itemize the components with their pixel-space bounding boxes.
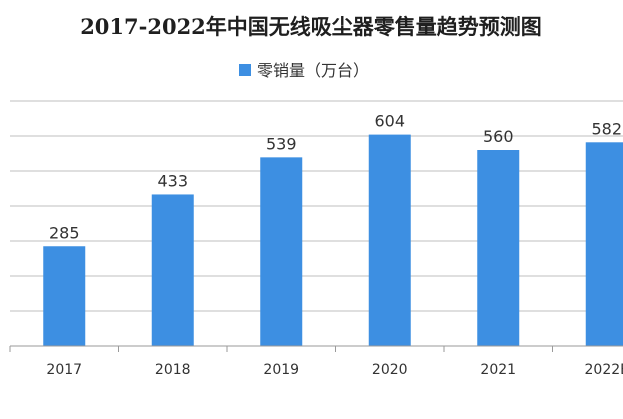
bar-2017 [43, 246, 86, 346]
x-tick-label-2017: 2017 [46, 362, 82, 378]
data-label-2018: 433 [157, 171, 188, 190]
data-label-2017: 285 [49, 223, 80, 242]
bar-2019 [260, 157, 303, 346]
grid-layer [10, 100, 623, 312]
bar-2021 [477, 150, 520, 346]
bar-layer [43, 134, 623, 346]
data-label-2021: 560 [483, 127, 514, 146]
bar-2020 [368, 134, 411, 346]
data-label-2022E: 582 [591, 119, 622, 138]
chart-title: 2017-2022年中国无线吸尘器零售量趋势预测图 [80, 14, 542, 39]
data-label-2019: 539 [266, 134, 297, 153]
legend-swatch [239, 64, 251, 76]
data-label-2020: 604 [374, 112, 405, 131]
label-layer: 285 433 539 604 560 582 [49, 112, 622, 243]
bar-2022E [585, 142, 623, 346]
x-tick-label-2018: 2018 [155, 362, 191, 378]
legend-label: 零销量（万台） [257, 61, 369, 80]
bar-2018 [151, 194, 194, 346]
x-tick-label-2021: 2021 [480, 362, 516, 378]
legend: 零销量（万台） [239, 61, 369, 80]
x-tick-label-2020: 2020 [372, 362, 408, 378]
x-tick-label-2019: 2019 [263, 362, 299, 378]
x-tick-label-2022E: 2022E [585, 362, 623, 378]
x-axis: 2017 2018 2019 2020 2021 2022E [9, 345, 623, 378]
